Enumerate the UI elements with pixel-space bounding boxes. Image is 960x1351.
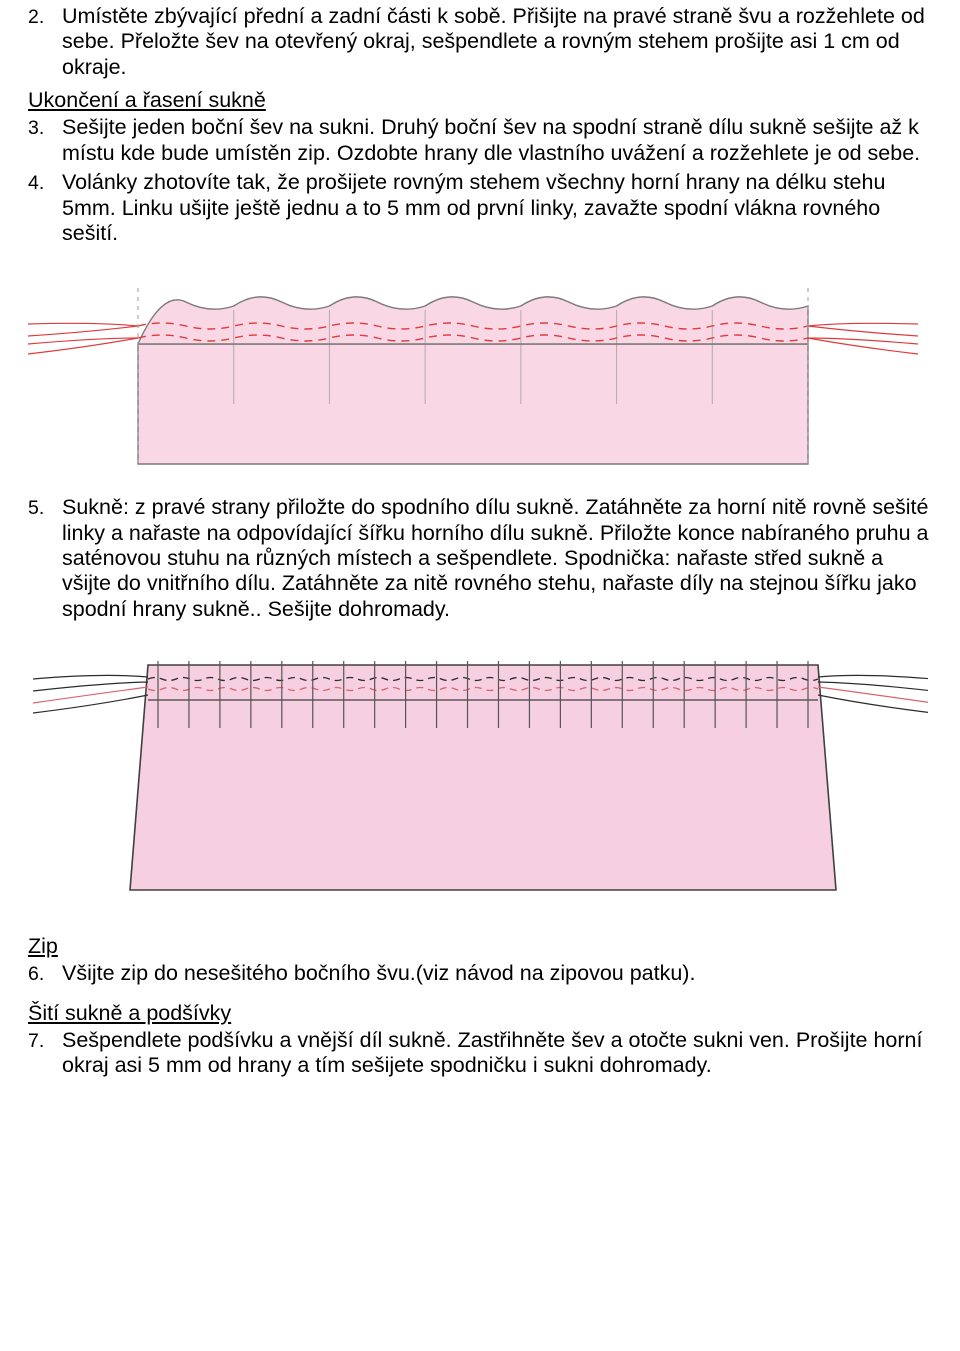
step-list-5: 5. Sukně: z pravé strany přiložte do spo…: [28, 495, 932, 622]
heading-text: Šití sukně a podšívky: [28, 1001, 231, 1025]
step-number: 6.: [28, 961, 62, 986]
document-page: 2. Umístěte zbývající přední a zadní čás…: [0, 0, 960, 1113]
heading-text: Ukončení a řasení sukně: [28, 88, 266, 112]
step-6: 6. Všijte zip do nesešitého bočního švu.…: [28, 961, 932, 986]
step-number: 4.: [28, 170, 62, 195]
heading-siti: Šití sukně a podšívky: [28, 1001, 932, 1026]
step-text: Sešpendlete podšívku a vnější díl sukně.…: [62, 1028, 932, 1079]
step-text: Sešijte jeden boční šev na sukni. Druhý …: [62, 115, 932, 166]
step-7: 7. Sešpendlete podšívku a vnější díl suk…: [28, 1028, 932, 1079]
step-text: Umístěte zbývající přední a zadní části …: [62, 4, 932, 80]
step-2: 2. Umístěte zbývající přední a zadní čás…: [28, 4, 932, 80]
step-number: 2.: [28, 4, 62, 29]
step-4: 4. Volánky zhotovíte tak, že prošijete r…: [28, 170, 932, 246]
step-list-zip: 6. Všijte zip do nesešitého bočního švu.…: [28, 961, 932, 986]
step-text: Všijte zip do nesešitého bočního švu.(vi…: [62, 961, 932, 986]
heading-ukonceni: Ukončení a řasení sukně: [28, 88, 932, 113]
figure-gathered-skirt: [28, 640, 932, 900]
gathered-skirt-diagram-svg: [28, 640, 928, 900]
step-number: 7.: [28, 1028, 62, 1053]
step-list-top: 2. Umístěte zbývající přední a zadní čás…: [28, 4, 932, 80]
heading-zip: Zip: [28, 934, 932, 959]
step-3: 3. Sešijte jeden boční šev na sukni. Dru…: [28, 115, 932, 166]
figure-ruffle: [28, 264, 932, 469]
step-text: Volánky zhotovíte tak, že prošijete rovn…: [62, 170, 932, 246]
step-list-ukonceni: 3. Sešijte jeden boční šev na sukni. Dru…: [28, 115, 932, 246]
step-list-siti: 7. Sešpendlete podšívku a vnější díl suk…: [28, 1028, 932, 1079]
step-number: 5.: [28, 495, 62, 520]
step-text: Sukně: z pravé strany přiložte do spodní…: [62, 495, 932, 622]
ruffle-diagram-svg: [28, 264, 928, 469]
step-number: 3.: [28, 115, 62, 140]
heading-text: Zip: [28, 934, 58, 958]
step-5: 5. Sukně: z pravé strany přiložte do spo…: [28, 495, 932, 622]
